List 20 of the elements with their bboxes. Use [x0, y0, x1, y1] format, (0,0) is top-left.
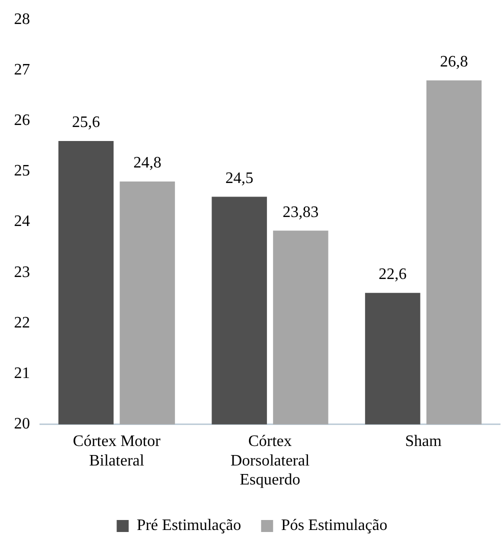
data-label: 22,6: [378, 266, 407, 284]
legend-label: Pós Estimulação: [281, 517, 388, 534]
data-label: 24,8: [133, 154, 162, 172]
y-tick-label: 28: [14, 10, 30, 28]
y-tick-label: 21: [14, 365, 30, 382]
x-tick-label: Sham: [405, 433, 442, 450]
y-tick-label: 25: [14, 162, 30, 180]
legend-label: Pré Estimulação: [136, 517, 242, 534]
y-tick-label: 26: [14, 112, 30, 130]
x-tick-label: Córtex Dorsolateral Esquerdo: [230, 433, 310, 489]
data-label: 23,83: [282, 204, 319, 221]
y-tick-label: 20: [14, 416, 30, 433]
data-label: 24,5: [225, 170, 254, 187]
y-tick-label: 22: [14, 314, 30, 332]
data-label: 26,8: [440, 54, 468, 71]
data-label: 25,6: [72, 114, 100, 132]
y-tick-label: 27: [14, 61, 30, 78]
y-tick-label: 23: [14, 264, 30, 281]
x-tick-label: Córtex Motor Bilateral: [72, 433, 162, 470]
y-tick-label: 24: [14, 213, 30, 230]
